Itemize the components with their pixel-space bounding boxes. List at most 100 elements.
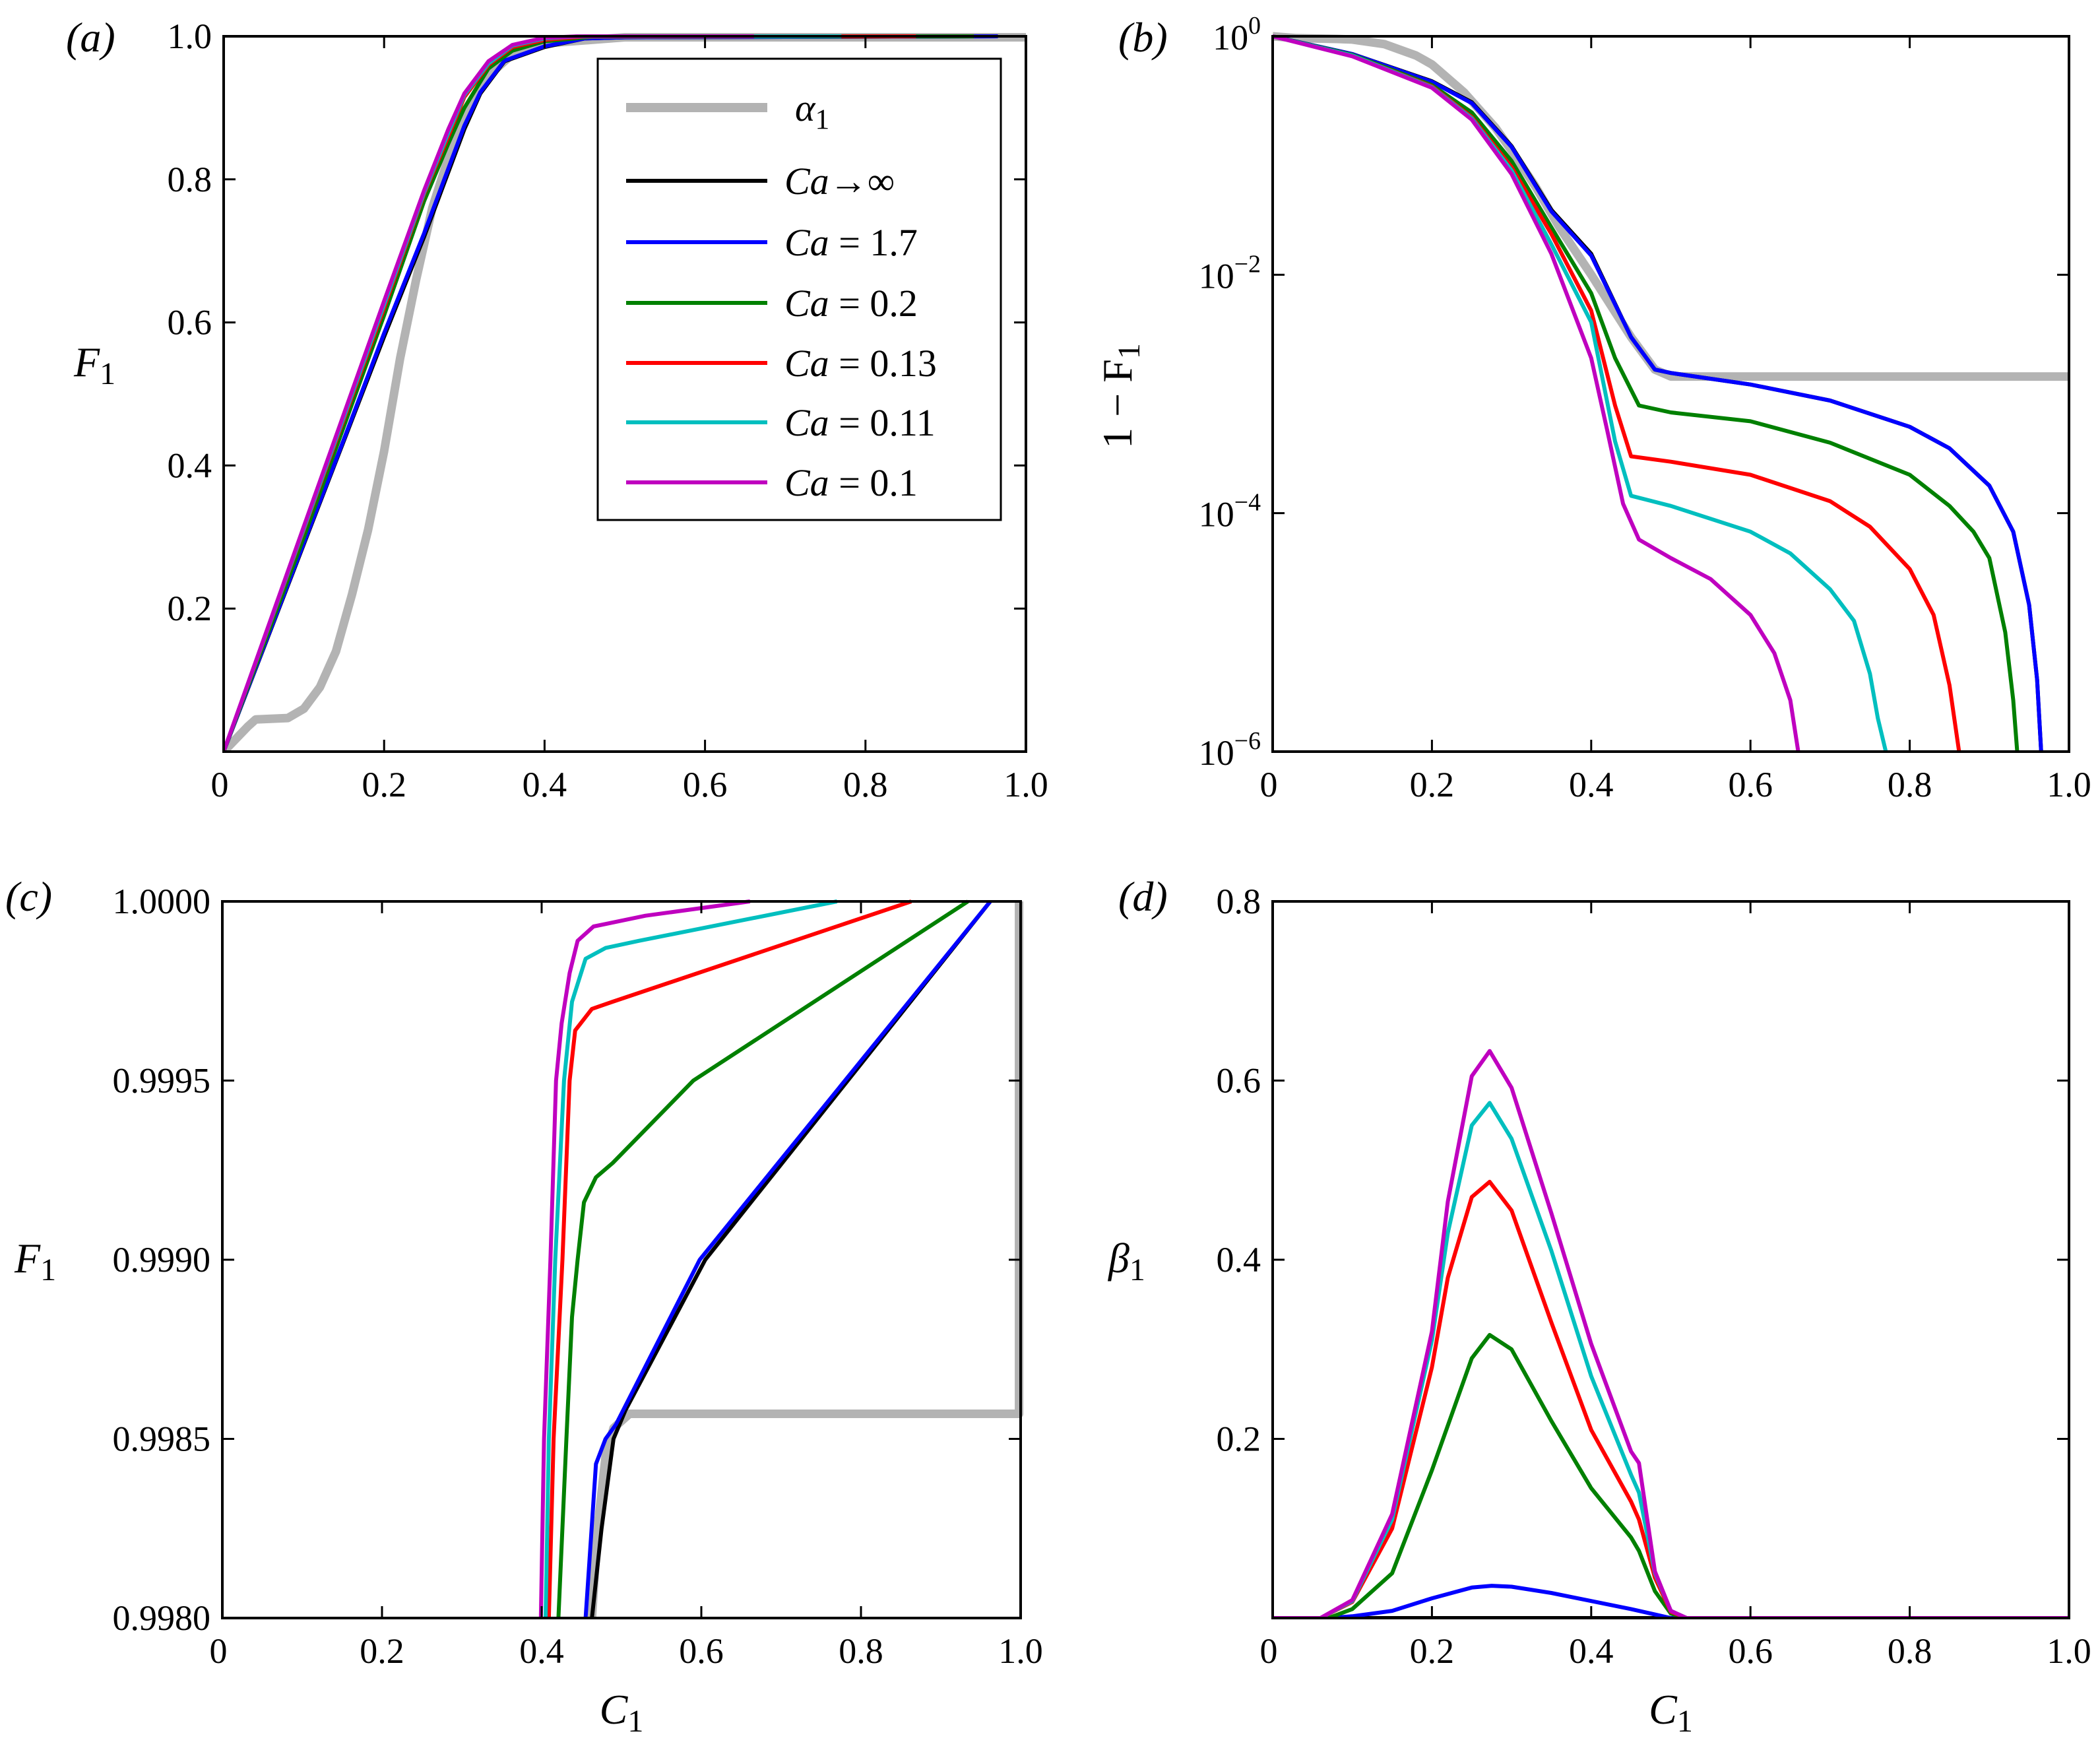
- legend-label-value: = 1.7: [829, 221, 918, 264]
- legend-label: Ca→∞: [784, 160, 895, 203]
- legend-label-value: = 0.1: [829, 461, 918, 504]
- y-axis-label-main: β: [1107, 1235, 1130, 1282]
- series-line-Ca-0_11: [544, 899, 838, 1618]
- series-line-Ca-1_7: [1273, 1584, 2069, 1618]
- y-axis-label: F1: [73, 339, 115, 391]
- legend-label: Ca = 0.1: [784, 461, 918, 504]
- y-tick-label: 0.4: [1217, 1240, 1261, 1280]
- y-tick-label: 0.8: [168, 160, 212, 199]
- legend-label-value: = 0.11: [829, 401, 936, 444]
- series-line-Ca-0_1: [538, 899, 751, 1618]
- panel-label: (a): [66, 14, 115, 61]
- legend-item: Ca = 0.13: [626, 342, 937, 385]
- x-tick-label: 0.4: [523, 765, 567, 804]
- series-line-Ca-0_2: [1273, 34, 2020, 752]
- x-axis-label-sub: 1: [1677, 1704, 1693, 1739]
- legend-label: Ca = 1.7: [784, 221, 918, 264]
- x-tick-label: 0.8: [839, 1631, 883, 1671]
- y-tick-label-exponent: −6: [1234, 727, 1261, 755]
- y-axis-label-sub: 1: [1112, 343, 1147, 359]
- x-tick-label: 0.2: [1410, 765, 1455, 804]
- x-tick-label: 0: [210, 1631, 228, 1671]
- legend-label-value: = 0.13: [829, 342, 937, 385]
- y-tick-label: 10−2: [1199, 250, 1261, 296]
- y-axis-label: β1: [1107, 1235, 1145, 1287]
- y-tick-label-exponent: −4: [1234, 489, 1261, 517]
- y-tick-label: 10−4: [1199, 489, 1261, 535]
- y-tick-label: 100: [1213, 12, 1261, 57]
- series-line-Ca-: [590, 900, 992, 1618]
- y-axis-label-sub: 1: [40, 1252, 56, 1287]
- x-tick-label: 0: [1260, 1631, 1278, 1671]
- legend-label: α1: [795, 86, 829, 135]
- y-tick-label: 0.9990: [113, 1240, 211, 1280]
- y-tick-label-exponent: −2: [1234, 250, 1261, 278]
- legend-item: α1: [626, 86, 829, 135]
- y-axis-label: F1: [14, 1235, 56, 1287]
- x-tick-label: 0.6: [1728, 765, 1773, 804]
- x-tick-label: 0.6: [683, 765, 728, 804]
- y-tick-label: 0.2: [1217, 1419, 1261, 1459]
- legend-label-value: →∞: [829, 160, 895, 203]
- panel-label: (d): [1118, 873, 1168, 920]
- panel-label: (c): [5, 873, 52, 920]
- legend-item: Ca = 1.7: [626, 221, 918, 264]
- series-line-Ca-0_13: [546, 899, 912, 1618]
- x-tick-label: 0.4: [1569, 1631, 1614, 1671]
- x-tick-label: 1.0: [2047, 765, 2091, 804]
- x-axis-label: C1: [1649, 1686, 1693, 1739]
- y-tick-label-exponent: 0: [1248, 12, 1261, 40]
- series-line-Ca-0_2: [556, 899, 969, 1618]
- legend-label: Ca = 0.11: [784, 401, 936, 444]
- legend-label-var: Ca: [784, 342, 829, 385]
- legend-label-var: Ca: [784, 221, 829, 264]
- legend-item: Ca = 0.11: [626, 401, 936, 444]
- series-group: [1273, 1049, 2069, 1618]
- y-tick-label: 0.6: [168, 303, 212, 342]
- series-line-Ca-0_2: [1273, 1333, 2069, 1618]
- legend-label-value: = 0.2: [829, 282, 918, 325]
- y-tick-label-base: 10: [1199, 733, 1234, 773]
- y-axis-label-sub: 1: [100, 356, 115, 391]
- y-tick-label-base: 10: [1199, 495, 1234, 535]
- x-tick-label: 0.6: [679, 1631, 724, 1671]
- x-tick-label: 0.2: [1410, 1631, 1455, 1671]
- y-axis-label-main: 1 − F: [1094, 359, 1141, 449]
- x-tick-label: 0.2: [362, 765, 406, 804]
- y-tick-label: 0.9985: [113, 1419, 211, 1459]
- x-tick-label: 0.2: [360, 1631, 404, 1671]
- y-tick-label: 0.9995: [113, 1061, 211, 1101]
- x-tick-label: 0.8: [843, 765, 888, 804]
- series-group: [538, 899, 1024, 1618]
- panel-c: 0 0.2 0.4 0.6 0.8 1.0 0.9980 0.9985 0.9990 0.9995…: [5, 873, 1043, 1739]
- legend-label-var: Ca: [784, 282, 829, 325]
- series-line-Ca-0_1: [1273, 34, 1800, 752]
- series-group: [224, 33, 1026, 752]
- y-tick-label: 1.0: [168, 16, 212, 56]
- y-tick-label: 10−6: [1199, 727, 1261, 773]
- x-tick-label: 0.6: [1728, 1631, 1773, 1671]
- y-axis-label-main: F: [14, 1235, 41, 1282]
- x-tick-label: 1.0: [998, 1631, 1043, 1671]
- y-tick-label-base: 10: [1213, 18, 1248, 57]
- y-tick-label: 0.4: [168, 445, 212, 485]
- x-tick-label: 0: [1260, 765, 1278, 804]
- x-axis-label: C1: [600, 1686, 644, 1739]
- y-tick-label: 0.6: [1217, 1061, 1261, 1101]
- series-line-Ca-0_1: [1273, 1049, 2069, 1618]
- x-axis-label-main: C: [1649, 1686, 1678, 1733]
- axes-frame: [222, 35, 1027, 753]
- y-tick-label-base: 10: [1199, 256, 1234, 296]
- y-tick-label: 1.0000: [113, 882, 211, 921]
- x-tick-label: 0.4: [519, 1631, 564, 1671]
- legend-label-var: Ca: [784, 401, 829, 444]
- legend-item: Ca→∞: [626, 160, 895, 203]
- series-line-Ca-1_7: [583, 900, 992, 1618]
- x-axis-label-sub: 1: [627, 1704, 643, 1739]
- legend-label-main: α: [795, 86, 816, 129]
- legend-label-var: Ca: [784, 160, 829, 203]
- y-axis-label-sub: 1: [1130, 1252, 1145, 1287]
